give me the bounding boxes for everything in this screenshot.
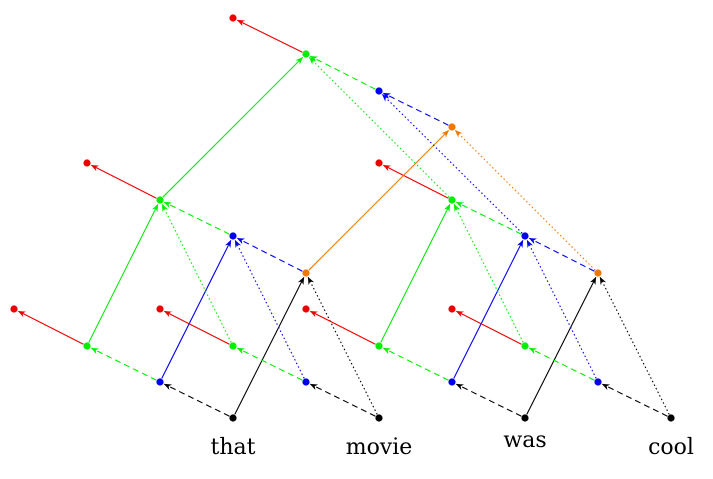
edge-g2-to-g5 [161, 203, 232, 343]
edge-w2-to-o2 [526, 276, 597, 415]
edge-g3-to-r3 [309, 310, 376, 345]
node-b7 [375, 87, 383, 95]
edge-g7-to-r7 [236, 19, 303, 53]
edge-w3-to-o2 [599, 276, 670, 415]
node-r4 [448, 305, 456, 313]
edge-b4-to-g4 [528, 347, 595, 381]
node-g2 [229, 342, 237, 350]
edge-g4-to-g6 [453, 203, 524, 343]
edge-g1-to-r1 [17, 310, 84, 345]
edge-w1-to-o1 [307, 276, 378, 415]
edge-g5-to-r5 [90, 164, 157, 199]
node-g7 [302, 50, 310, 58]
edge-g2-to-r2 [163, 310, 230, 345]
edge-g3-to-g6 [380, 203, 451, 343]
edges [17, 19, 670, 417]
edge-b5-to-g5 [163, 201, 230, 235]
edge-w3-to-b4 [601, 383, 668, 417]
node-g1 [83, 342, 91, 350]
node-b5 [229, 232, 237, 240]
word-label-that: that [211, 435, 256, 460]
edge-o2-to-b6 [528, 237, 595, 272]
edge-b6-to-g6 [455, 201, 522, 235]
edge-w1-to-b2 [309, 383, 376, 417]
node-r2 [156, 305, 164, 313]
node-w0 [229, 414, 237, 422]
node-w1 [375, 414, 383, 422]
edge-b7-to-g7 [309, 55, 376, 90]
edge-o1-to-b5 [236, 237, 303, 272]
node-g4 [521, 342, 529, 350]
node-b2 [302, 378, 310, 386]
edge-b3-to-b6 [453, 239, 524, 379]
edge-b1-to-b5 [161, 239, 232, 379]
edge-g6-to-g7 [308, 56, 450, 198]
edge-w0-to-o1 [234, 276, 305, 415]
node-o3 [448, 123, 456, 131]
node-r6 [375, 159, 383, 167]
node-b1 [156, 378, 164, 386]
edge-o2-to-o3 [454, 129, 596, 271]
word-labels: that movie was cool [211, 428, 694, 460]
word-label-movie: movie [346, 435, 413, 460]
edge-g5-to-g7 [162, 56, 304, 198]
node-w2 [521, 414, 529, 422]
edge-b3-to-g3 [382, 347, 449, 381]
edge-b6-to-b7 [381, 93, 523, 234]
edge-b4-to-b6 [526, 239, 597, 379]
node-b3 [448, 378, 456, 386]
edge-g6-to-r6 [382, 164, 449, 199]
node-b6 [521, 232, 529, 240]
nodes [10, 14, 675, 422]
edge-g4-to-r4 [455, 310, 522, 345]
node-o2 [594, 269, 602, 277]
edge-o3-to-b7 [382, 92, 449, 126]
node-r5 [83, 159, 91, 167]
edge-b2-to-b5 [234, 239, 305, 379]
edge-b1-to-g1 [90, 347, 157, 381]
edge-w2-to-b3 [455, 383, 522, 417]
node-r7 [229, 14, 237, 22]
edge-g1-to-g5 [88, 203, 159, 343]
word-label-cool: cool [648, 435, 694, 460]
edge-o1-to-o3 [308, 129, 450, 271]
node-o1 [302, 269, 310, 277]
node-w3 [667, 414, 675, 422]
node-b4 [594, 378, 602, 386]
node-g3 [375, 342, 383, 350]
node-r3 [302, 305, 310, 313]
node-g6 [448, 196, 456, 204]
word-label-was: was [503, 428, 546, 453]
node-g5 [156, 196, 164, 204]
edge-w0-to-b1 [163, 383, 230, 417]
edge-b2-to-g2 [236, 347, 303, 381]
node-r1 [10, 305, 18, 313]
